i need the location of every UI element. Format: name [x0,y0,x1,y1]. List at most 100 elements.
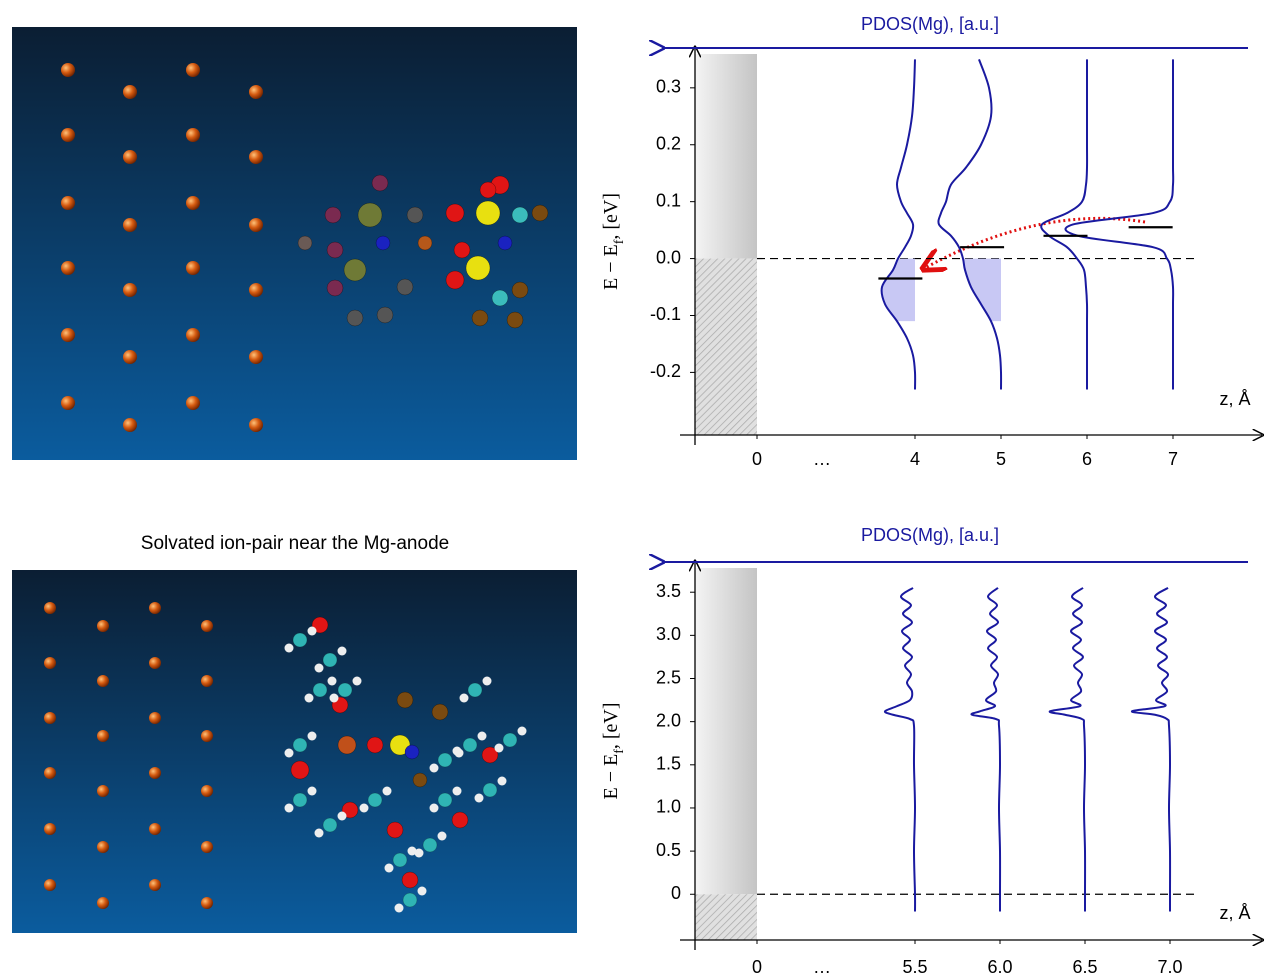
atom [44,712,56,724]
atom [149,712,161,724]
atom [97,730,109,742]
atom [353,677,362,686]
atom [393,853,407,867]
pdos-label: PDOS(Mg), [a.u.] [861,525,999,545]
atom [323,818,337,832]
atom [507,312,523,328]
atom [97,897,109,909]
atom [201,841,213,853]
atom [466,256,490,280]
atom [385,864,394,873]
atom [338,812,347,821]
atom [367,737,383,753]
atom [97,675,109,687]
electrode-filled [695,894,757,940]
atom [44,602,56,614]
atom [430,764,439,773]
atom [61,396,75,410]
atom [397,279,413,295]
y-tick-label: -0.2 [650,361,681,381]
atom [123,418,137,432]
atom [423,838,437,852]
atom [498,236,512,250]
atom [123,218,137,232]
atom [44,879,56,891]
atom [186,128,200,142]
atom [395,904,404,913]
y-tick-label: 0.3 [656,77,681,97]
atom [44,657,56,669]
atom [186,396,200,410]
atom [432,704,448,720]
atom [453,787,462,796]
atom [376,236,390,250]
atom [468,683,482,697]
atom [430,804,439,813]
atom [298,236,312,250]
atom [249,418,263,432]
x-tick-label: 6.0 [987,957,1012,977]
atom [360,804,369,813]
electrode [695,54,757,259]
electrode [695,568,757,894]
atom [123,85,137,99]
atom [186,328,200,342]
x-tick-label: 5.5 [902,957,927,977]
occupied-states [882,259,915,322]
atom [377,307,393,323]
x-tick-label: 4 [910,449,920,469]
x-axis-label: z, Å [1219,389,1250,409]
y-axis-label: E − Ef, [eV] [600,702,627,799]
x-tick-label: 0 [752,449,762,469]
x-tick-label: 5 [996,449,1006,469]
atom [418,236,432,250]
atom [44,767,56,779]
atom [405,745,419,759]
atom [413,773,427,787]
atom [446,271,464,289]
y-tick-label: 2.5 [656,667,681,687]
atom [249,85,263,99]
pdos-label: PDOS(Mg), [a.u.] [861,14,999,34]
atom [368,793,382,807]
atom [483,783,497,797]
x-tick-label: 7 [1168,449,1178,469]
atom [327,280,343,296]
atom [201,897,213,909]
atom [123,150,137,164]
atom [383,787,392,796]
atom [402,872,418,888]
y-axis-label-unit: , [eV] [600,193,622,240]
occupied-states [963,259,1001,322]
x-tick-label: 0 [752,957,762,977]
atom [327,242,343,258]
atom [308,787,317,796]
atom [472,310,488,326]
y-tick-label: 0 [671,883,681,903]
atom [61,128,75,142]
atom [249,218,263,232]
x-tick-label: 6 [1082,449,1092,469]
y-tick-label: 2.0 [656,710,681,730]
atom [285,749,294,758]
y-tick-label: -0.1 [650,304,681,324]
atom [452,812,468,828]
atom [285,804,294,813]
atom [44,823,56,835]
atom [305,694,314,703]
pdos-curve [938,59,1001,389]
atom [492,290,508,306]
y-tick-label: 1.5 [656,754,681,774]
simulation-image [12,27,577,460]
atom [476,201,500,225]
atom [149,767,161,779]
atom [291,761,309,779]
atom [186,63,200,77]
atom [149,657,161,669]
y-axis-label-unit: , [eV] [600,702,622,749]
y-tick-label: 0.5 [656,840,681,860]
atom [338,683,352,697]
y-tick-label: 0.2 [656,134,681,154]
atom [149,823,161,835]
pdos-curve [1041,59,1087,389]
